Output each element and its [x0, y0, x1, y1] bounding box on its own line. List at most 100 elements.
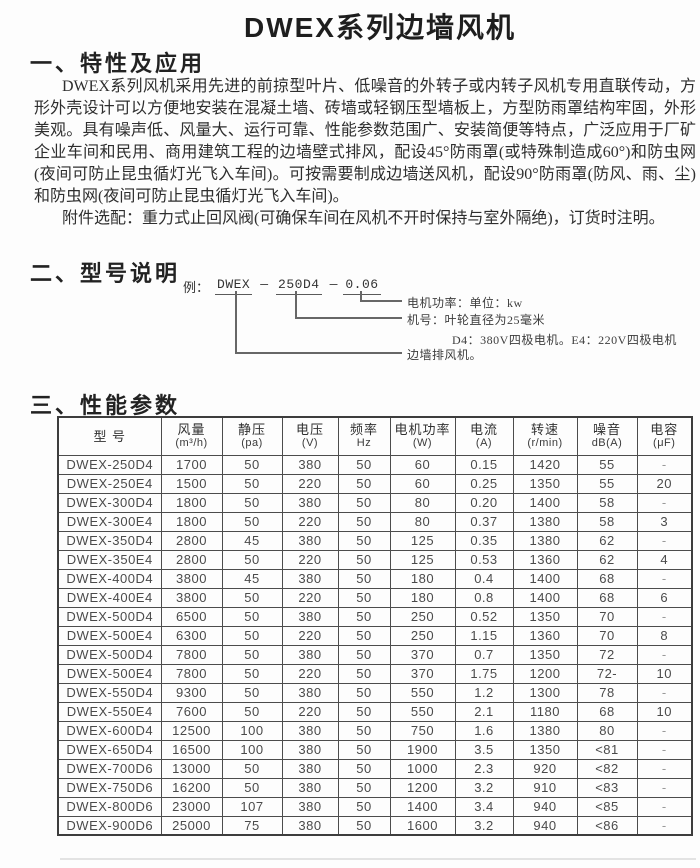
value-cell: 380	[281, 530, 339, 551]
value-cell: 1380	[512, 511, 578, 532]
callout-line-series-vertical	[235, 291, 237, 353]
value-cell: 250	[389, 625, 456, 646]
value-cell: 380	[281, 720, 339, 741]
model-cell: DWEX-350E4	[57, 549, 162, 570]
value-cell: 50	[221, 625, 283, 646]
value-cell: 380	[281, 777, 339, 798]
value-cell: 50	[221, 758, 283, 779]
value-cell: 380	[281, 454, 339, 475]
value-cell: 0.15	[454, 454, 514, 475]
value-cell: 3800	[160, 587, 223, 608]
callout-line-power-vertical	[360, 291, 362, 301]
callout-line-power-horizontal	[360, 300, 402, 302]
value-cell: 50	[337, 549, 391, 570]
value-cell: 68	[576, 701, 638, 722]
callout-machine-size: 机号：叶轮直径为25毫米	[407, 313, 546, 327]
value-cell: 380	[281, 492, 339, 513]
value-cell: 100	[221, 739, 283, 760]
value-cell: 180	[389, 587, 456, 608]
value-cell: 50	[221, 663, 283, 684]
value-cell: 1.6	[454, 720, 514, 741]
value-cell: 50	[337, 815, 391, 836]
model-cell: DWEX-500E4	[57, 625, 162, 646]
model-example-code: 例： DWEX — 250D4 — 0.06	[183, 277, 381, 296]
value-cell: 50	[337, 568, 391, 589]
value-cell: 1300	[512, 682, 578, 703]
value-cell: 3800	[160, 568, 223, 589]
example-prefix-label: 例：	[183, 280, 210, 295]
value-cell: 7800	[160, 644, 223, 665]
value-cell: 2800	[160, 530, 223, 551]
value-cell: 13000	[160, 758, 223, 779]
model-cell: DWEX-550E4	[57, 701, 162, 722]
table-row: DWEX-350E4 2800 50 220 50 125 0.53 1360 62 4	[57, 549, 693, 570]
value-cell: 50	[221, 587, 283, 608]
value-cell: -	[636, 815, 693, 836]
model-cell: DWEX-400E4	[57, 587, 162, 608]
model-cell: DWEX-750D6	[57, 777, 162, 798]
value-cell: 50	[337, 587, 391, 608]
model-cell: DWEX-500E4	[57, 663, 162, 684]
value-cell: 220	[281, 663, 339, 684]
value-cell: -	[636, 454, 693, 475]
model-cell: DWEX-700D6	[57, 758, 162, 779]
value-cell: 1350	[512, 644, 578, 665]
table-row: DWEX-650D4 16500 100 380 50 1900 3.5 1350 <81-	[57, 739, 693, 760]
value-cell: -	[636, 530, 693, 551]
model-code-dash: —	[260, 277, 269, 292]
value-cell: 7800	[160, 663, 223, 684]
value-cell: <83	[576, 777, 638, 798]
value-cell: 220	[281, 625, 339, 646]
model-code-size: 250D4	[276, 277, 322, 295]
value-cell: <86	[576, 815, 638, 836]
model-cell: DWEX-800D6	[57, 796, 162, 817]
value-cell: 9300	[160, 682, 223, 703]
value-cell: 4	[636, 549, 693, 570]
value-cell: 380	[281, 796, 339, 817]
value-cell: 3.2	[454, 815, 514, 836]
model-number-diagram: 例： DWEX — 250D4 — 0.06 电机功率：单位：kw 机号：叶轮直…	[0, 275, 700, 375]
model-cell: DWEX-250D4	[57, 454, 162, 475]
value-cell: 380	[281, 606, 339, 627]
value-cell: 1350	[512, 473, 578, 494]
value-cell: 2800	[160, 549, 223, 570]
value-cell: 380	[281, 815, 339, 836]
value-cell: 1420	[512, 454, 578, 475]
value-cell: 1000	[389, 758, 456, 779]
column-header: 噪音 dB(A)	[576, 416, 638, 456]
value-cell: 125	[389, 530, 456, 551]
value-cell: 50	[337, 473, 391, 494]
table-row: DWEX-500E4 7800 50 220 50 370 1.75 1200 72- 10	[57, 663, 693, 684]
value-cell: 1700	[160, 454, 223, 475]
value-cell: <81	[576, 739, 638, 760]
value-cell: 0.35	[454, 530, 514, 551]
value-cell: 50	[337, 530, 391, 551]
column-header: 频率 Hz	[337, 416, 391, 456]
value-cell: 45	[221, 568, 283, 589]
value-cell: 1.2	[454, 682, 514, 703]
value-cell: 50	[221, 511, 283, 532]
table-row: DWEX-550E4 7600 50 220 50 550 2.1 1180 68 10	[57, 701, 693, 722]
value-cell: 50	[337, 644, 391, 665]
value-cell: 68	[576, 568, 638, 589]
value-cell: 220	[281, 549, 339, 570]
value-cell: 8	[636, 625, 693, 646]
value-cell: 1.15	[454, 625, 514, 646]
column-header: 电压 (V)	[281, 416, 339, 456]
value-cell: 60	[389, 454, 456, 475]
value-cell: 940	[512, 796, 578, 817]
value-cell: 50	[221, 606, 283, 627]
table-row: DWEX-750D6 16200 50 380 50 1200 3.2 910 <83-	[57, 777, 693, 798]
value-cell: 70	[576, 606, 638, 627]
column-header: 转速 (r/min)	[512, 416, 578, 456]
model-cell: DWEX-300E4	[57, 511, 162, 532]
table-row: DWEX-800D6 23000 107 380 50 1400 3.4 940 <85-	[57, 796, 693, 817]
value-cell: 380	[281, 758, 339, 779]
value-cell: 70	[576, 625, 638, 646]
column-header: 电机功率 (W)	[389, 416, 456, 456]
value-cell: 50	[221, 644, 283, 665]
value-cell: 1380	[512, 720, 578, 741]
value-cell: 50	[221, 454, 283, 475]
value-cell: 50	[221, 777, 283, 798]
